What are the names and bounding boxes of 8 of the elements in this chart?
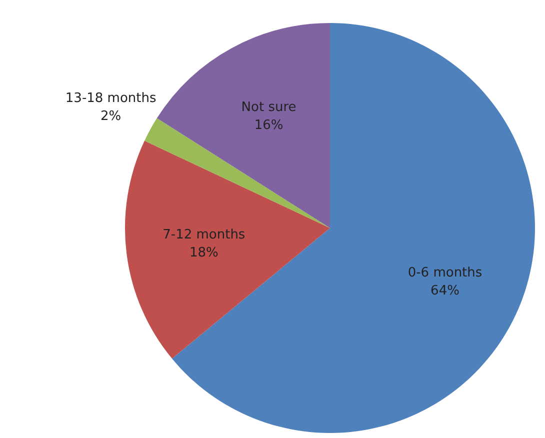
data-label: 2% [100,108,122,124]
slice-label: Not sure [241,100,296,115]
slice-label: 0-6 months [408,265,482,280]
data-label: 16% [254,118,284,133]
data-label: 18% [189,245,218,260]
slice-label: 7-12 months [162,227,246,242]
data-label: 64% [430,283,460,298]
slice-label: 13-18 months [65,90,156,106]
